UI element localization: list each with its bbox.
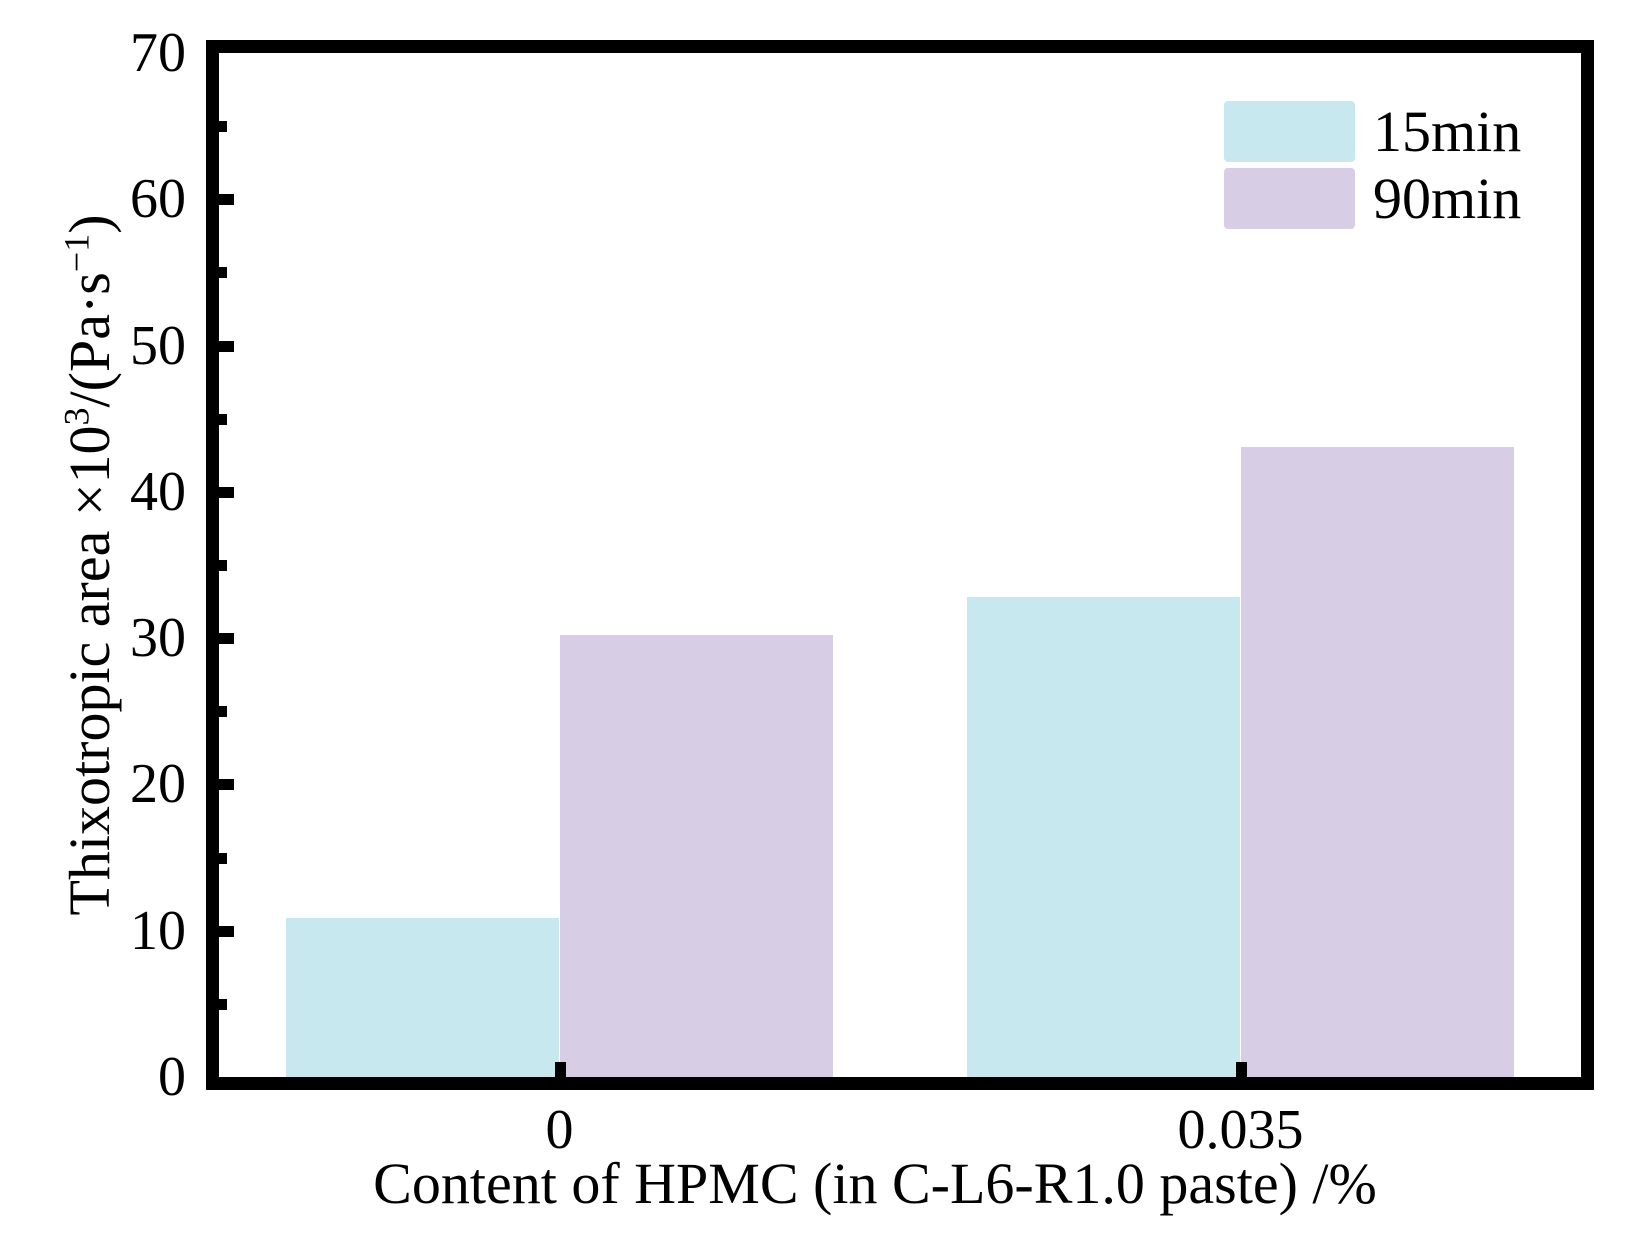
legend-label-15min: 15min bbox=[1373, 99, 1522, 164]
y-minor-tick bbox=[219, 706, 227, 718]
y-major-tick bbox=[219, 340, 234, 352]
y-tick-label: 40 bbox=[130, 460, 186, 523]
y-major-tick bbox=[219, 194, 234, 206]
legend-swatch-15min bbox=[1224, 101, 1355, 162]
y-axis-title-text: /(Pa·s bbox=[57, 272, 122, 408]
legend-row-15min: 15min bbox=[1224, 101, 1521, 162]
y-tick-label: 50 bbox=[130, 314, 186, 377]
y-minor-tick bbox=[219, 267, 227, 279]
y-axis-title-superscript: −1 bbox=[56, 233, 97, 273]
x-tick-label: 0.035 bbox=[1177, 1099, 1304, 1161]
y-tick-label: 70 bbox=[130, 22, 186, 84]
y-tick-label: 60 bbox=[130, 168, 186, 231]
y-minor-tick bbox=[219, 560, 227, 571]
y-axis-title: Thixotropic area ×103/(Pa·s−1) bbox=[50, 115, 130, 1015]
y-axis-title-text: ) bbox=[57, 214, 122, 234]
y-minor-tick bbox=[219, 998, 227, 1010]
y-tick-label: 30 bbox=[130, 607, 186, 670]
y-minor-tick bbox=[219, 121, 227, 133]
legend: 15min 90min bbox=[1224, 101, 1521, 235]
y-axis-title-superscript: 3 bbox=[56, 407, 97, 426]
bar-15min-cat0.035 bbox=[966, 597, 1241, 1077]
y-minor-tick bbox=[219, 413, 227, 425]
y-major-tick bbox=[219, 925, 234, 937]
y-tick-label: 20 bbox=[130, 753, 186, 816]
x-major-tick bbox=[554, 1062, 566, 1077]
bar-90min-cat0 bbox=[559, 635, 834, 1077]
y-axis-title-text: Thixotropic area ×10 bbox=[57, 425, 122, 916]
legend-label-90min: 90min bbox=[1373, 166, 1522, 231]
y-major-tick bbox=[219, 779, 234, 791]
legend-row-90min: 90min bbox=[1224, 168, 1521, 229]
y-minor-tick bbox=[219, 852, 227, 864]
y-tick-label: 10 bbox=[130, 899, 186, 962]
y-major-tick bbox=[219, 486, 234, 498]
plot-area bbox=[206, 40, 1594, 1090]
legend-swatch-90min bbox=[1224, 168, 1355, 229]
x-tick-label: 0 bbox=[545, 1099, 574, 1161]
x-axis-title: Content of HPMC (in C-L6-R1.0 paste) /% bbox=[373, 1151, 1377, 1216]
x-major-tick bbox=[1235, 1062, 1247, 1077]
bar-90min-cat0.035 bbox=[1240, 446, 1515, 1077]
bar-15min-cat0 bbox=[285, 917, 560, 1077]
y-tick-label: 0 bbox=[158, 1046, 186, 1108]
y-major-tick bbox=[219, 633, 234, 645]
